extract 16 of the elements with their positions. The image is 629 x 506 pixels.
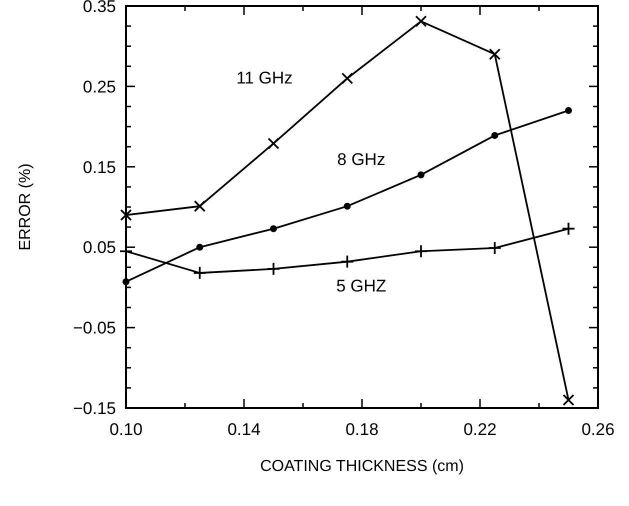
y-tick-label: −0.05 xyxy=(72,318,116,338)
series-label: 5 GHZ xyxy=(336,276,386,296)
y-tick-label: 0.35 xyxy=(82,0,116,16)
x-tick-label: 0.10 xyxy=(109,420,143,439)
y-axis-title: ERROR (%) xyxy=(17,163,34,251)
x-tick-label: 0.26 xyxy=(581,420,615,439)
x-tick-label: 0.14 xyxy=(227,420,261,439)
y-tick-label: 0.05 xyxy=(82,238,116,258)
x-tick-label: 0.22 xyxy=(463,420,497,439)
series-label: 11 GHz xyxy=(236,68,293,88)
y-tick-label: −0.15 xyxy=(72,399,116,418)
x-tick-label: 0.18 xyxy=(345,420,379,439)
series-label: 8 GHz xyxy=(337,150,386,170)
y-tick-label: 0.25 xyxy=(82,77,116,96)
x-axis-title: COATING THICKNESS (cm) xyxy=(260,458,464,475)
y-tick-label: 0.15 xyxy=(82,158,116,177)
